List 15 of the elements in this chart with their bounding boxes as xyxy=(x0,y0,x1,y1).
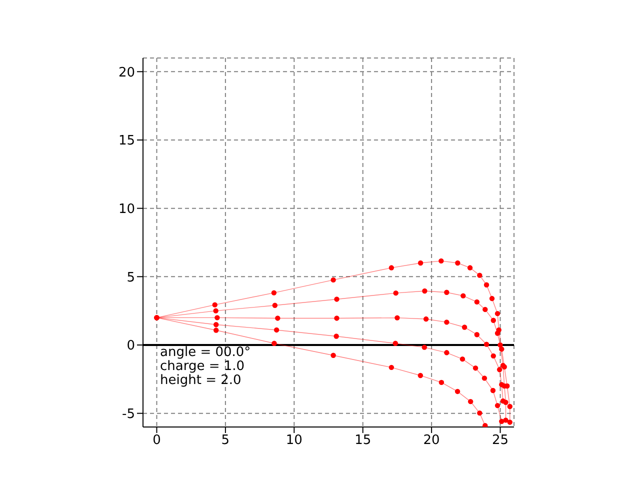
x-tick-label: 25 xyxy=(492,433,509,448)
annotation: charge = 1.0 xyxy=(160,359,246,374)
y-tick-label: -5 xyxy=(122,406,135,422)
y-tick-label: 0 xyxy=(126,338,135,354)
y-tick-label: 10 xyxy=(118,202,135,217)
y-tick-label: 20 xyxy=(118,65,135,80)
x-tick-label: 10 xyxy=(286,433,302,448)
y-tick-label: 5 xyxy=(126,270,135,286)
annotation: angle = 00.0° xyxy=(160,345,251,360)
x-tick-label: 15 xyxy=(354,433,372,448)
x-tick-label: 5 xyxy=(221,433,230,448)
y-tick-label: 15 xyxy=(118,134,135,149)
annotation: height = 2.0 xyxy=(160,373,242,388)
x-tick-label: 0 xyxy=(152,433,161,448)
x-tick-label: 20 xyxy=(423,433,440,448)
